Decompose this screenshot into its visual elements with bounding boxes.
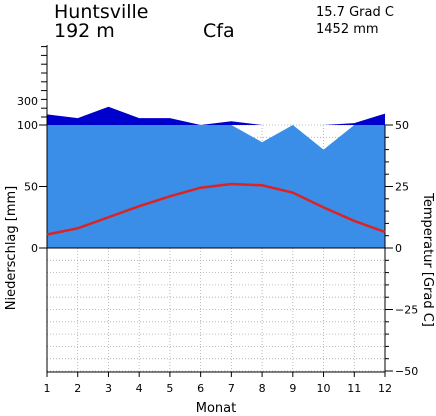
x-tick-label: 5 (166, 382, 173, 395)
x-tick-label: 2 (74, 382, 81, 395)
precip-perhumid-area (47, 106, 385, 125)
left-tick-label: 100 (17, 119, 38, 132)
station-name: Huntsville (54, 1, 149, 23)
station-elevation: 192 m (54, 20, 115, 42)
climate-class: Cfa (203, 20, 235, 42)
right-tick-label: −25 (395, 304, 418, 317)
right-tick-label: 25 (395, 181, 409, 194)
x-tick-label: 10 (317, 382, 331, 395)
x-tick-label: 1 (44, 382, 51, 395)
axes (39, 45, 393, 377)
x-tick-label: 12 (378, 382, 392, 395)
temperature-polyline (46, 182, 386, 236)
x-tick-label: 8 (259, 382, 266, 395)
left-tick-label: 300 (17, 95, 38, 108)
x-tick-label: 6 (197, 382, 204, 395)
annual-precipitation: 1452 mm (316, 22, 379, 37)
mean-temperature: 15.7 Grad C (316, 5, 394, 20)
right-tick-label: 0 (395, 242, 402, 255)
right-tick-label: −50 (395, 365, 418, 378)
x-tick-label: 4 (136, 382, 143, 395)
x-tick-label: 11 (347, 382, 361, 395)
x-tick-label: 9 (289, 382, 296, 395)
x-tick-label: 3 (105, 382, 112, 395)
x-axis-title: Monat (196, 401, 236, 416)
left-axis-title: Niederschlag [mm] (4, 186, 19, 311)
right-tick-label: 50 (395, 119, 409, 132)
left-tick-label: 0 (31, 242, 38, 255)
x-tick-label: 7 (228, 382, 235, 395)
left-tick-label: 50 (24, 181, 38, 194)
right-axis-title: Temperatur [Grad C] (420, 192, 435, 327)
temperature-line (46, 182, 386, 236)
